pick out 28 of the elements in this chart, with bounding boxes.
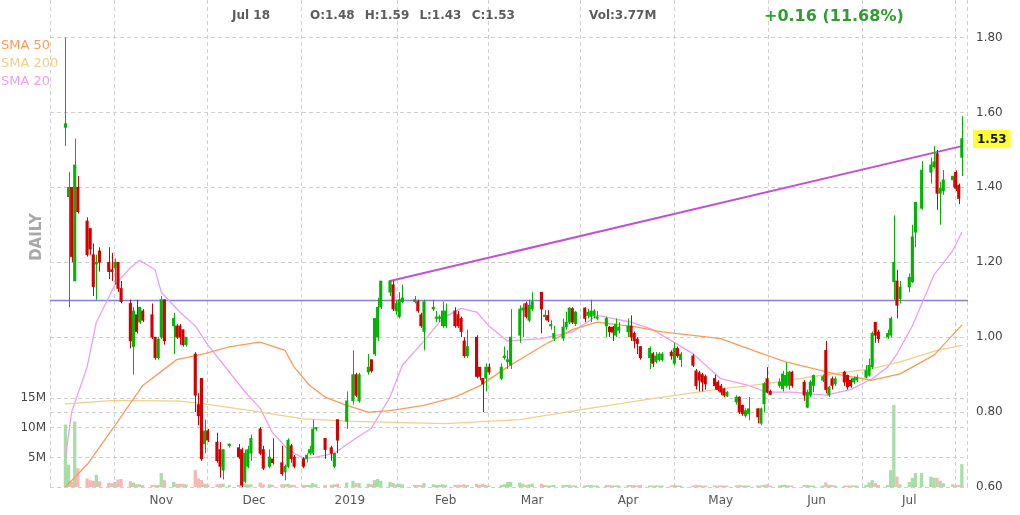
y2-tick-label: 5M [28, 449, 46, 464]
text: SMA 20 [1, 73, 51, 89]
y-tick-label: 1.40 [976, 179, 1003, 194]
y2-tick-label: 15M [20, 390, 46, 405]
annotation: +0.16 (11.68%) [764, 6, 904, 26]
annotation: Vol:3.77M [589, 8, 657, 23]
x-tick-label: Jun [806, 493, 826, 508]
x-tick-label: 2019 [334, 493, 366, 508]
x-tick-label: Feb [435, 493, 457, 508]
x-tick-label: Apr [617, 493, 639, 508]
y-tick-label: 0.80 [976, 404, 1003, 419]
y-tick-label: 1.20 [976, 254, 1003, 269]
y-tick-label: 0.60 [976, 479, 1003, 494]
x-tick-label: Jul [901, 493, 917, 508]
x-tick-label: Dec [242, 493, 266, 508]
x-tick-label: Nov [149, 493, 173, 508]
text: DAILY [26, 212, 45, 261]
text: 1.53 [977, 131, 1007, 146]
y-tick-label: 1.80 [976, 29, 1003, 44]
text: SMA 50 [1, 37, 51, 53]
annotation: O:1.48 H:1.59 L:1.43 C:1.53 [310, 8, 515, 23]
y-tick-label: 1.60 [976, 104, 1003, 119]
y-tick-label: 1.00 [976, 329, 1003, 344]
annotation: Jul 18 [231, 8, 270, 23]
text: SMA 200 [1, 55, 59, 71]
x-tick-label: Mar [520, 493, 544, 508]
y2-tick-label: 10M [20, 419, 46, 434]
x-tick-label: May [708, 493, 734, 508]
